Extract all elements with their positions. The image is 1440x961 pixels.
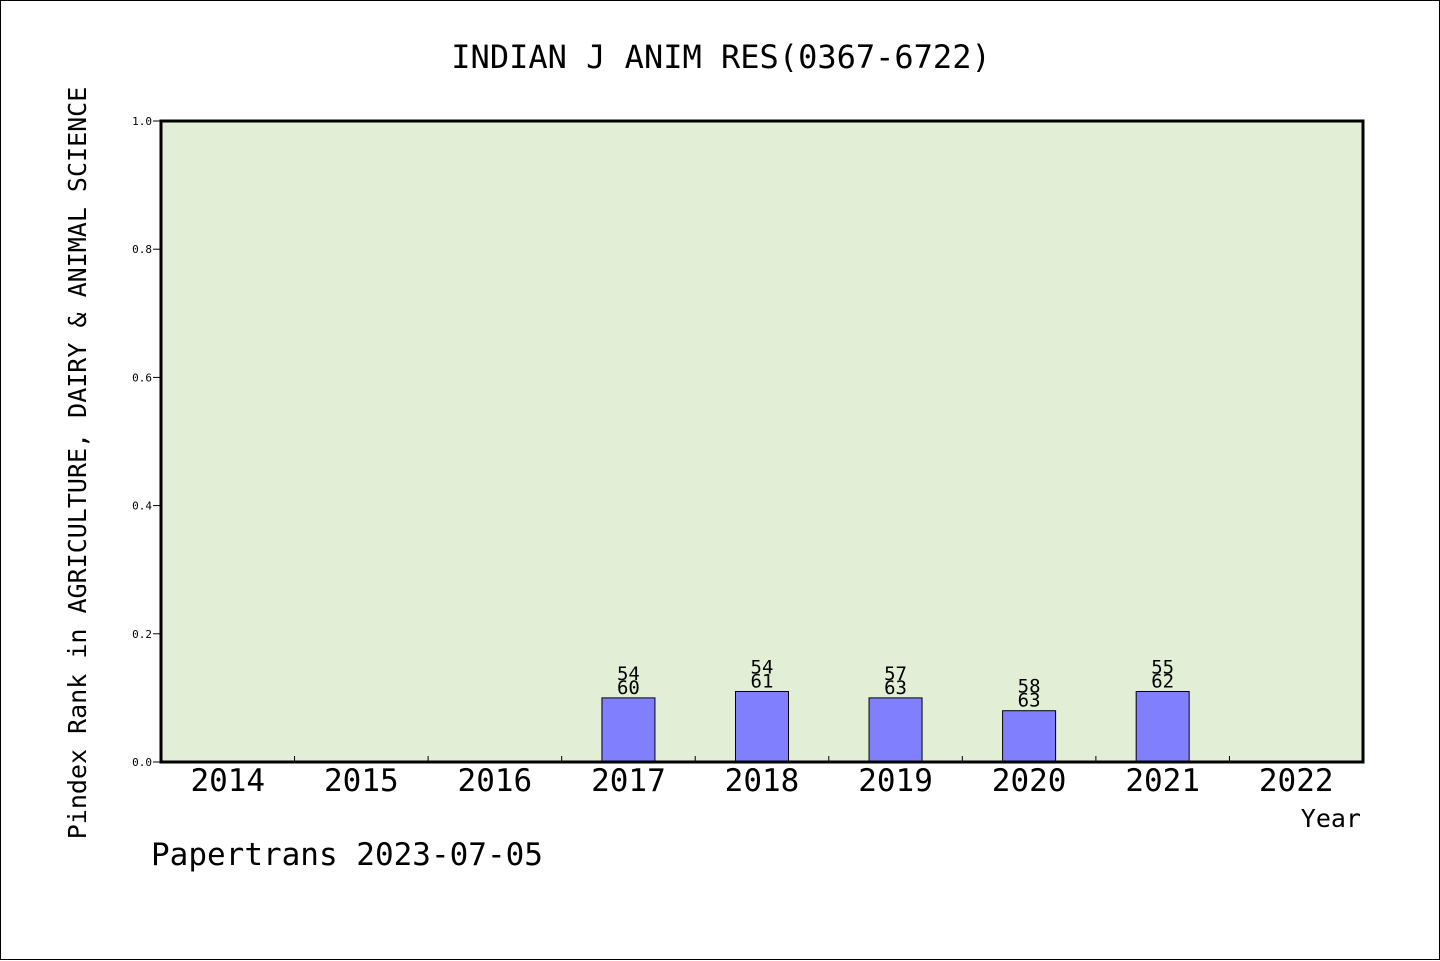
y-tick-label: 1.0 xyxy=(132,115,152,128)
bar-rank-label: 57 xyxy=(884,663,907,685)
x-tick-label: 2016 xyxy=(458,763,533,799)
bar-total-label: 63 xyxy=(884,677,907,699)
x-tick-label: 2017 xyxy=(591,763,666,799)
bar-rank-label: 55 xyxy=(1151,656,1174,678)
bar xyxy=(868,697,923,763)
plot-area xyxy=(161,121,1363,762)
bar xyxy=(1135,690,1190,763)
y-tick-label: 0.4 xyxy=(132,500,152,513)
x-tick-label: 2015 xyxy=(324,763,399,799)
x-axis-label: Year xyxy=(1301,804,1361,833)
bar-total-label: 60 xyxy=(617,677,640,699)
plot-border xyxy=(159,119,1365,764)
y-axis-label: Pindex Rank in AGRICULTURE, DAIRY & ANIM… xyxy=(63,87,92,840)
bar-rank-label: 54 xyxy=(617,663,640,685)
x-tick-label: 2018 xyxy=(725,763,800,799)
bar xyxy=(1002,710,1057,763)
x-tick-label: 2020 xyxy=(992,763,1067,799)
bar-total-label: 62 xyxy=(1151,670,1174,692)
x-tick-label: 2019 xyxy=(858,763,933,799)
bar-total-label: 61 xyxy=(751,670,774,692)
x-tick-label: 2022 xyxy=(1259,763,1334,799)
x-tick-label: 2014 xyxy=(190,763,265,799)
y-tick-label: 0.2 xyxy=(132,628,152,641)
x-tick-label: 2021 xyxy=(1125,763,1200,799)
chart-title: INDIAN J ANIM RES(0367-6722) xyxy=(451,38,990,76)
bar-rank-label: 54 xyxy=(751,656,774,678)
bar-rank-label: 58 xyxy=(1018,676,1041,698)
footer-text: Papertrans 2023-07-05 xyxy=(151,837,543,873)
bar-total-label: 63 xyxy=(1018,690,1041,712)
y-tick-label: 0.6 xyxy=(132,371,152,384)
y-tick-label: 0.8 xyxy=(132,243,152,256)
bar xyxy=(735,690,789,763)
bar xyxy=(601,697,656,763)
y-tick-label: 0.0 xyxy=(132,756,152,769)
